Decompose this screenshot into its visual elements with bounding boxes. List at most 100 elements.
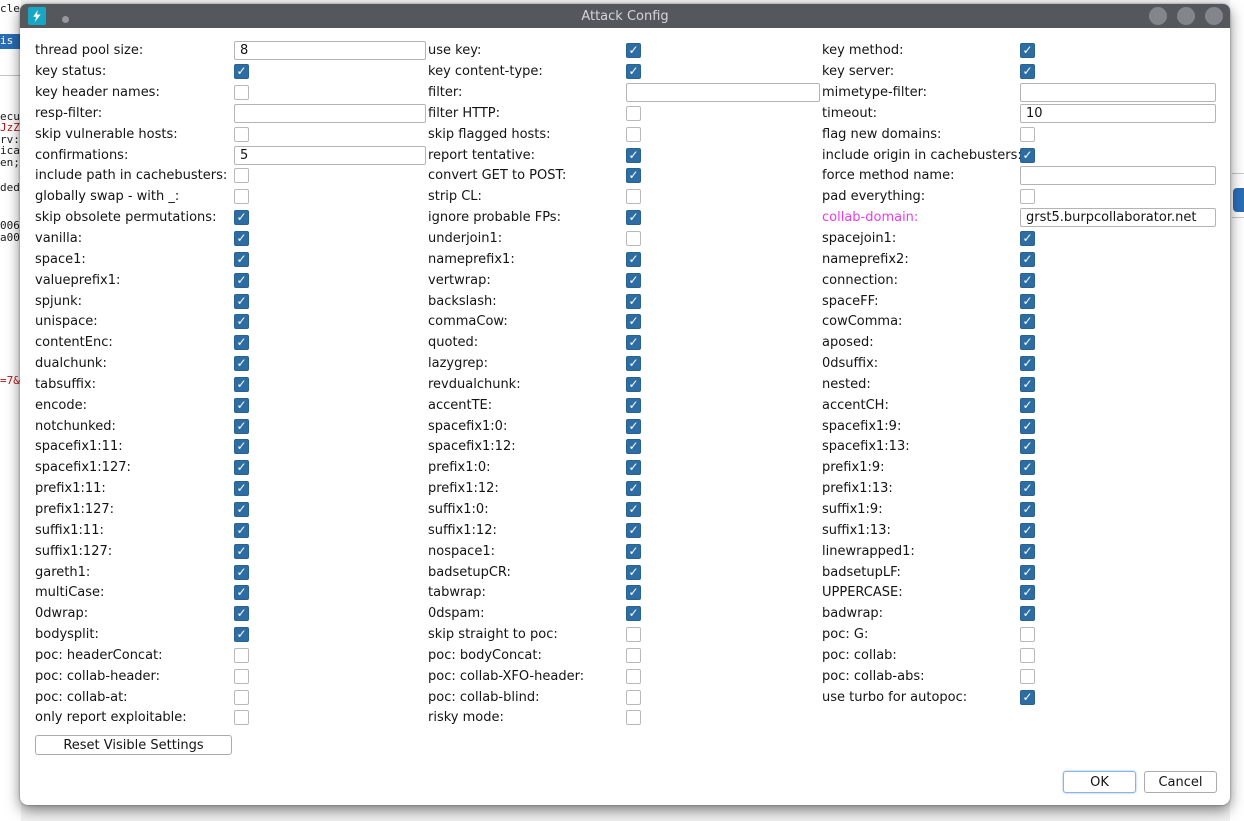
poc-collab-xfo-header-checkbox[interactable] [626, 668, 641, 684]
encode-checkbox[interactable]: ✓ [234, 397, 249, 413]
prefix1-11-checkbox[interactable]: ✓ [234, 481, 249, 497]
skip-flagged-hosts-checkbox[interactable] [626, 126, 641, 142]
spacejoin1-checkbox[interactable]: ✓ [1020, 231, 1035, 247]
report-tentative-checkbox[interactable]: ✓ [626, 147, 641, 163]
skip-vulnerable-hosts-checkbox[interactable] [234, 126, 249, 142]
revdualchunk-checkbox[interactable]: ✓ [626, 376, 641, 392]
timeout-input[interactable] [1020, 103, 1216, 123]
poc-headerconcat-checkbox[interactable] [234, 647, 249, 663]
0dwrap-checkbox[interactable]: ✓ [234, 606, 249, 622]
poc-collab-blind-checkbox[interactable] [626, 689, 641, 705]
vanilla-checkbox[interactable]: ✓ [234, 231, 249, 247]
cancel-button[interactable]: Cancel [1144, 771, 1217, 793]
backslash-checkbox[interactable]: ✓ [626, 293, 641, 309]
key-server-checkbox[interactable]: ✓ [1020, 64, 1035, 80]
convert-get-to-post-checkbox[interactable]: ✓ [626, 168, 641, 184]
aposed-checkbox[interactable]: ✓ [1020, 335, 1035, 351]
include-origin-in-cachebusters-checkbox[interactable]: ✓ [1020, 147, 1035, 163]
risky-mode-checkbox[interactable] [626, 710, 641, 726]
bodysplit-checkbox[interactable]: ✓ [234, 627, 249, 643]
notchunked-checkbox[interactable]: ✓ [234, 418, 249, 434]
badsetuplf-checkbox[interactable]: ✓ [1020, 564, 1035, 580]
strip-cl-checkbox[interactable] [626, 189, 641, 205]
prefix1-9-checkbox[interactable]: ✓ [1020, 460, 1035, 476]
skip-straight-to-poc-checkbox[interactable] [626, 627, 641, 643]
spacefix1-12-checkbox[interactable]: ✓ [626, 439, 641, 455]
tabwrap-checkbox[interactable]: ✓ [626, 585, 641, 601]
key-content-type-checkbox[interactable]: ✓ [626, 64, 641, 80]
spacefix1-0-checkbox[interactable]: ✓ [626, 418, 641, 434]
resp-filter-input[interactable] [234, 103, 426, 123]
titlebar[interactable]: Attack Config [20, 4, 1230, 28]
poc-bodyconcat-checkbox[interactable] [626, 647, 641, 663]
close-button[interactable] [1205, 7, 1223, 25]
cowcomma-checkbox[interactable]: ✓ [1020, 314, 1035, 330]
nested-checkbox[interactable]: ✓ [1020, 376, 1035, 392]
spacefix1-11-checkbox[interactable]: ✓ [234, 439, 249, 455]
filter-input[interactable] [626, 83, 820, 103]
filter-http-checkbox[interactable] [626, 105, 641, 121]
quoted-checkbox[interactable]: ✓ [626, 335, 641, 351]
linewrapped1-checkbox[interactable]: ✓ [1020, 543, 1035, 559]
prefix1-13-checkbox[interactable]: ✓ [1020, 481, 1035, 497]
suffix1-12-checkbox[interactable]: ✓ [626, 522, 641, 538]
suffix1-11-checkbox[interactable]: ✓ [234, 522, 249, 538]
key-method-checkbox[interactable]: ✓ [1020, 43, 1035, 59]
vertwrap-checkbox[interactable]: ✓ [626, 272, 641, 288]
prefix1-127-checkbox[interactable]: ✓ [234, 501, 249, 517]
connection-checkbox[interactable]: ✓ [1020, 272, 1035, 288]
dualchunk-checkbox[interactable]: ✓ [234, 356, 249, 372]
poc-collab-abs-checkbox[interactable] [1020, 668, 1035, 684]
thread-pool-size-input[interactable] [234, 41, 426, 61]
tabsuffix-checkbox[interactable]: ✓ [234, 376, 249, 392]
spacefix1-9-checkbox[interactable]: ✓ [1020, 418, 1035, 434]
suffix1-9-checkbox[interactable]: ✓ [1020, 501, 1035, 517]
badsetupcr-checkbox[interactable]: ✓ [626, 564, 641, 580]
gareth1-checkbox[interactable]: ✓ [234, 564, 249, 580]
nameprefix2-checkbox[interactable]: ✓ [1020, 251, 1035, 267]
spacefix1-13-checkbox[interactable]: ✓ [1020, 439, 1035, 455]
prefix1-0-checkbox[interactable]: ✓ [626, 460, 641, 476]
suffix1-127-checkbox[interactable]: ✓ [234, 543, 249, 559]
maximize-button[interactable] [1177, 7, 1195, 25]
accentch-checkbox[interactable]: ✓ [1020, 397, 1035, 413]
lazygrep-checkbox[interactable]: ✓ [626, 356, 641, 372]
unispace-checkbox[interactable]: ✓ [234, 314, 249, 330]
commacow-checkbox[interactable]: ✓ [626, 314, 641, 330]
ok-button[interactable]: OK [1063, 771, 1136, 793]
globally-swap-with-checkbox[interactable] [234, 189, 249, 205]
poc-collab-at-checkbox[interactable] [234, 689, 249, 705]
underjoin1-checkbox[interactable] [626, 231, 641, 247]
badwrap-checkbox[interactable]: ✓ [1020, 606, 1035, 622]
prefix1-12-checkbox[interactable]: ✓ [626, 481, 641, 497]
nospace1-checkbox[interactable]: ✓ [626, 543, 641, 559]
uppercase-checkbox[interactable]: ✓ [1020, 585, 1035, 601]
key-header-names-checkbox[interactable] [234, 85, 249, 101]
suffix1-13-checkbox[interactable]: ✓ [1020, 522, 1035, 538]
pad-everything-checkbox[interactable] [1020, 189, 1035, 205]
accentte-checkbox[interactable]: ✓ [626, 397, 641, 413]
force-method-name-input[interactable] [1020, 166, 1216, 186]
spjunk-checkbox[interactable]: ✓ [234, 293, 249, 309]
key-status-checkbox[interactable]: ✓ [234, 64, 249, 80]
collab-domain-input[interactable] [1020, 208, 1216, 228]
contentenc-checkbox[interactable]: ✓ [234, 335, 249, 351]
reset-visible-settings-button[interactable]: Reset Visible Settings [35, 735, 232, 755]
poc-collab-header-checkbox[interactable] [234, 668, 249, 684]
poc-g-checkbox[interactable] [1020, 627, 1035, 643]
spacefix1-127-checkbox[interactable]: ✓ [234, 460, 249, 476]
use-turbo-for-autopoc-checkbox[interactable]: ✓ [1020, 689, 1035, 705]
ignore-probable-fps-checkbox[interactable]: ✓ [626, 210, 641, 226]
only-report-exploitable-checkbox[interactable] [234, 710, 249, 726]
flag-new-domains-checkbox[interactable] [1020, 126, 1035, 142]
poc-collab-checkbox[interactable] [1020, 647, 1035, 663]
skip-obsolete-permutations-checkbox[interactable]: ✓ [234, 210, 249, 226]
0dspam-checkbox[interactable]: ✓ [626, 606, 641, 622]
spaceff-checkbox[interactable]: ✓ [1020, 293, 1035, 309]
minimize-button[interactable] [1149, 7, 1167, 25]
nameprefix1-checkbox[interactable]: ✓ [626, 251, 641, 267]
mimetype-filter-input[interactable] [1020, 83, 1216, 103]
confirmations-input[interactable] [234, 145, 426, 165]
space1-checkbox[interactable]: ✓ [234, 251, 249, 267]
valueprefix1-checkbox[interactable]: ✓ [234, 272, 249, 288]
